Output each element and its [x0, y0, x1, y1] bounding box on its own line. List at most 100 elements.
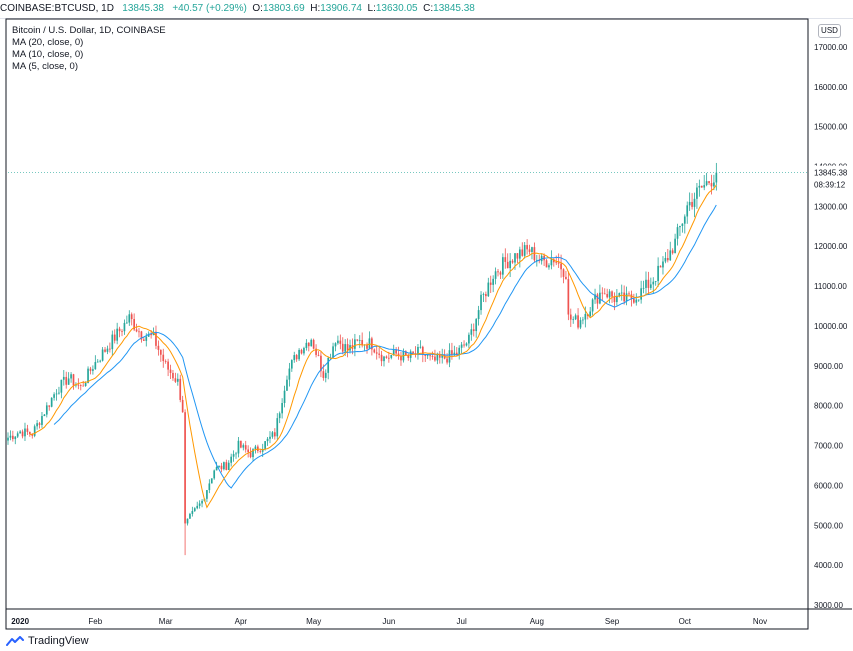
low-value: 13630.05: [375, 3, 418, 14]
candle-body: [60, 379, 63, 393]
candle-body: [417, 346, 419, 355]
x-tick-label: Jul: [457, 617, 467, 626]
candle-body: [679, 225, 681, 228]
candle-body: [601, 292, 604, 294]
candle-body: [193, 508, 196, 511]
candle-body: [465, 343, 468, 346]
price-axis[interactable]: 3000.00 4000.00 5000.00 6000.00 7000.00 8000.…: [814, 43, 848, 610]
candle-body: [38, 423, 41, 425]
candle-body: [230, 456, 233, 463]
candle-body: [298, 349, 300, 360]
candle-body: [286, 379, 288, 391]
tradingview-brand[interactable]: TradingView: [6, 635, 89, 647]
candle-body: [198, 503, 201, 506]
candles-layer: [7, 162, 718, 556]
candle-body: [698, 185, 701, 188]
legend-ma10[interactable]: MA (10, close, 0): [12, 49, 84, 60]
candle-body: [12, 435, 14, 440]
candle-body: [283, 390, 286, 404]
candle-body: [514, 253, 516, 263]
last-price: 13845.38: [122, 3, 164, 14]
candle-body: [569, 314, 572, 320]
candle-body: [419, 346, 422, 348]
candle-body: [683, 216, 686, 224]
candle-body: [104, 349, 106, 352]
candle-body: [181, 399, 184, 413]
candle-body: [31, 434, 34, 436]
candle-body: [468, 334, 470, 344]
currency-button[interactable]: USD: [818, 24, 841, 38]
time-axis[interactable]: 2020 Feb Mar Apr May Jun Jul Aug Sep Oct Nov: [11, 617, 767, 626]
open-value: 13803.69: [262, 3, 305, 14]
candle-body: [404, 351, 407, 355]
chart-legend: Bitcoin / U.S. Dollar, 1D, COINBASE MA (…: [12, 25, 166, 73]
candle-body: [669, 250, 672, 261]
candle-body: [334, 343, 337, 347]
x-tick-label: Jun: [382, 617, 395, 626]
candle-body: [395, 349, 397, 354]
candle-body: [310, 339, 313, 347]
candle-body: [375, 352, 378, 354]
high-label: H:: [310, 3, 321, 14]
candle-body: [681, 223, 684, 226]
candle-body: [322, 371, 325, 378]
candle-body: [506, 261, 509, 269]
candle-body: [715, 172, 718, 183]
candle-body: [213, 470, 216, 479]
candle-body: [647, 279, 650, 288]
low-label: L:: [367, 3, 376, 14]
candle-body: [451, 350, 453, 355]
candle-body: [463, 344, 465, 346]
ma10-line: [29, 184, 717, 509]
candle-body: [150, 333, 152, 336]
candle-body: [630, 294, 633, 299]
x-tick-label: Apr: [235, 617, 248, 626]
candle-body: [19, 431, 21, 434]
candle-body: [75, 384, 77, 386]
x-tick-label: Mar: [159, 617, 173, 626]
candle-body: [14, 436, 17, 440]
candle-body: [618, 293, 621, 297]
candle-body: [96, 361, 99, 363]
candle-body: [288, 368, 291, 380]
candle-body: [118, 328, 121, 332]
open-label: O:: [252, 3, 263, 14]
candle-body: [431, 356, 434, 357]
candle-body: [9, 435, 12, 438]
candle-body: [106, 348, 109, 352]
legend-ma20[interactable]: MA (20, close, 0): [12, 37, 84, 48]
y-tick-label: 12000.00: [814, 242, 848, 251]
candle-body: [346, 344, 349, 351]
candle-body: [208, 483, 211, 491]
candle-body: [45, 405, 48, 415]
candle-body: [128, 314, 131, 323]
candle-body: [616, 296, 618, 303]
close-label: C:: [423, 3, 434, 14]
candle-body: [693, 198, 696, 207]
candle-body: [293, 355, 296, 361]
candle-body: [312, 339, 315, 349]
candle-body: [77, 384, 80, 386]
candle-body: [509, 260, 511, 269]
candle-body: [438, 353, 441, 358]
candle-body: [320, 355, 322, 372]
candle-body: [259, 451, 262, 452]
candle-body: [164, 361, 167, 362]
candle-body: [210, 478, 213, 484]
x-tick-label: Aug: [530, 617, 544, 626]
candle-body: [244, 445, 247, 450]
candle-body: [36, 423, 38, 427]
candle-body: [400, 355, 402, 361]
candle-body: [237, 440, 240, 454]
candle-body: [356, 339, 359, 341]
candle-body: [145, 336, 148, 341]
candle-body: [290, 360, 293, 369]
candle-body: [470, 329, 473, 335]
candle-body: [176, 378, 179, 382]
candle-body: [172, 372, 174, 379]
legend-ma5[interactable]: MA (5, close, 0): [12, 61, 78, 72]
y-tick-label: 13000.00: [814, 202, 848, 211]
candle-body: [7, 437, 9, 441]
candle-body: [223, 462, 225, 470]
